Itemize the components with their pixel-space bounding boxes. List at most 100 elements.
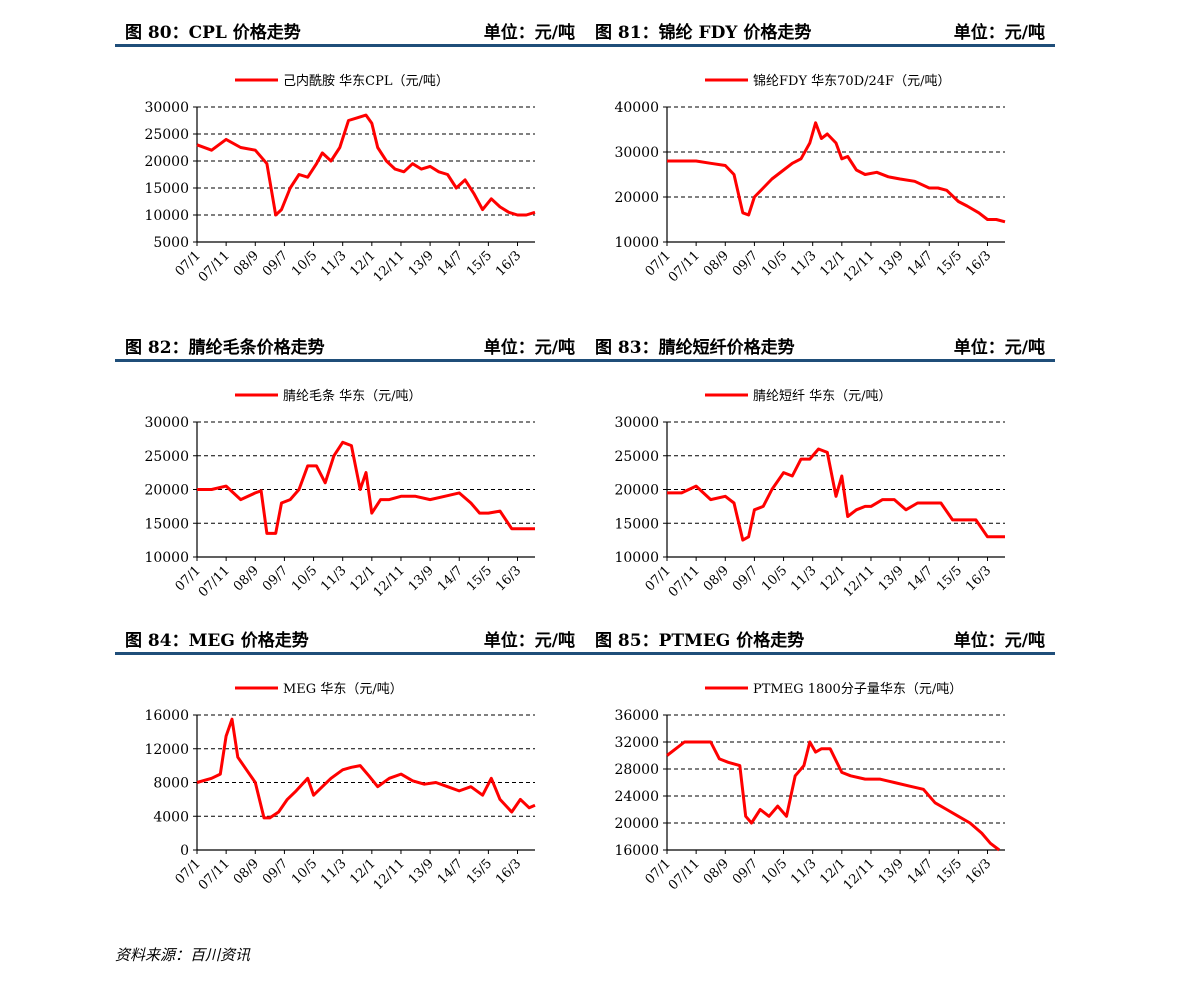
x-tick-label: 13/9 <box>876 563 907 594</box>
figure-caption: 图 85：PTMEG 价格走势 <box>595 631 805 651</box>
x-tick-label: 07/11 <box>666 248 703 285</box>
y-tick-label: 40000 <box>614 100 659 116</box>
figure-caption: 图 80：CPL 价格走势 <box>125 23 301 43</box>
chart-panel-ptmeg: 图 85：PTMEG 价格走势 单位：元/吨 PTMEG 1800分子量华东（元… <box>585 618 1055 918</box>
x-tick-label: 14/7 <box>905 563 936 594</box>
chart-panel-meg: 图 84：MEG 价格走势 单位：元/吨 MEG 华东（元/吨） 0 4000 800… <box>115 618 585 918</box>
y-tick-label: 20000 <box>144 483 189 499</box>
x-tick-label: 10/5 <box>289 248 320 279</box>
y-tick-label: 8000 <box>153 776 189 792</box>
y-tick-label: 0 <box>180 843 189 859</box>
y-tick-label: 16000 <box>144 708 189 724</box>
y-tick-label: 4000 <box>153 809 189 825</box>
x-tick-label: 07/11 <box>666 856 703 893</box>
unit-label: 单位：元/吨 <box>483 338 575 358</box>
x-tick-label: 11/3 <box>788 856 819 887</box>
line-chart: 己内酰胺 华东CPL（元/吨） 5000 10000 15000 20000 25000 3… <box>144 73 536 285</box>
x-tick-label: 16/3 <box>963 856 994 887</box>
x-tick-label: 09/7 <box>260 563 291 594</box>
y-tick-label: 25000 <box>144 449 189 465</box>
x-tick-label: 11/3 <box>788 248 819 279</box>
x-tick-label: 14/7 <box>905 248 936 279</box>
y-tick-label: 5000 <box>153 235 189 251</box>
x-tick-label: 15/5 <box>934 563 965 594</box>
x-tick-label: 16/3 <box>493 856 524 887</box>
x-tick-label: 16/3 <box>963 248 994 279</box>
x-tick-label: 08/9 <box>231 248 262 279</box>
x-tick-label: 13/9 <box>406 856 437 887</box>
y-tick-label: 25000 <box>144 127 189 143</box>
legend-label: 腈纶短纤 华东（元/吨） <box>753 389 892 404</box>
chart-panel-acrylic-top: 图 82：腈纶毛条价格走势 单位：元/吨 腈纶毛条 华东（元/吨） 10000 15… <box>115 325 585 625</box>
caption-divider <box>115 359 585 362</box>
x-tick-label: 09/7 <box>730 248 761 279</box>
x-tick-label: 14/7 <box>435 563 466 594</box>
x-tick-label: 09/7 <box>260 856 291 887</box>
y-tick-label: 20000 <box>614 190 659 206</box>
x-tick-label: 15/5 <box>464 563 495 594</box>
y-tick-label: 20000 <box>144 154 189 170</box>
x-tick-label: 08/9 <box>231 856 262 887</box>
x-tick-label: 15/5 <box>464 856 495 887</box>
figure-caption: 图 82：腈纶毛条价格走势 <box>125 338 325 358</box>
series-line <box>196 113 536 217</box>
x-tick-label: 10/5 <box>759 248 790 279</box>
x-tick-label: 08/9 <box>701 856 732 887</box>
x-tick-label: 11/3 <box>318 563 349 594</box>
y-tick-label: 24000 <box>614 789 659 805</box>
series-line <box>666 740 1001 852</box>
source-note: 资料来源：百川资讯 <box>115 946 251 964</box>
legend-label: 腈纶毛条 华东（元/吨） <box>283 388 422 404</box>
legend-label: 己内酰胺 华东CPL（元/吨） <box>283 73 449 89</box>
y-tick-label: 15000 <box>144 516 189 532</box>
line-chart: MEG 华东（元/吨）040008000120001600007/107/110… <box>144 682 536 893</box>
y-tick-label: 20000 <box>614 816 659 832</box>
figure-caption: 图 81：锦纶 FDY 价格走势 <box>595 23 812 43</box>
x-tick-label: 07/11 <box>196 563 233 600</box>
y-tick-label: 32000 <box>614 735 659 751</box>
x-tick-label: 16/3 <box>493 563 524 594</box>
x-tick-label: 13/9 <box>876 856 907 887</box>
line-chart: 腈纶短纤 华东（元/吨） 10000 15000 20000 25000 30000 07/… <box>614 389 1005 600</box>
x-tick-label: 16/3 <box>493 248 524 279</box>
legend-label: PTMEG 1800分子量华东（元/吨） <box>753 682 962 697</box>
caption-divider <box>115 44 585 47</box>
chart-panel-fdy: 图 81：锦纶 FDY 价格走势 单位：元/吨 锦纶FDY 华东70D/24F（… <box>585 10 1055 310</box>
x-tick-label: 10/5 <box>289 856 320 887</box>
y-tick-label: 25000 <box>614 449 659 465</box>
series-line <box>667 447 1005 542</box>
y-tick-label: 12000 <box>144 742 189 758</box>
y-tick-label: 10000 <box>144 550 189 566</box>
y-tick-label: 36000 <box>614 708 659 724</box>
y-tick-label: 30000 <box>614 145 659 161</box>
chart-panel-acrylic-staple: 图 83：腈纶短纤价格走势 单位：元/吨 腈纶短纤 华东（元/吨） 10000 15… <box>585 325 1055 625</box>
x-tick-label: 11/3 <box>788 563 819 594</box>
y-tick-label: 10000 <box>144 208 189 224</box>
x-tick-label: 12/11 <box>841 563 878 600</box>
line-chart: 锦纶FDY 华东70D/24F（元/吨） 10000 20000 30000 40000… <box>614 74 1006 285</box>
y-tick-label: 10000 <box>614 550 659 566</box>
x-tick-label: 07/11 <box>666 563 703 600</box>
x-tick-label: 11/3 <box>318 856 349 887</box>
chart-panel-cpl: 图 80：CPL 价格走势 单位：元/吨 己内酰胺 华东CPL（元/吨） 5000… <box>115 10 585 310</box>
x-tick-label: 14/7 <box>435 248 466 279</box>
unit-label: 单位：元/吨 <box>483 23 575 43</box>
caption-divider <box>585 44 1055 47</box>
y-tick-label: 30000 <box>144 100 189 116</box>
x-tick-label: 12/11 <box>841 248 878 285</box>
y-tick-label: 28000 <box>614 762 659 778</box>
legend-label: 锦纶FDY 华东70D/24F（元/吨） <box>753 74 950 89</box>
caption-divider <box>115 652 585 655</box>
y-tick-label: 15000 <box>614 516 659 532</box>
x-tick-label: 10/5 <box>289 563 320 594</box>
x-tick-label: 15/5 <box>934 248 965 279</box>
series-line <box>197 440 535 535</box>
y-tick-label: 16000 <box>614 843 659 859</box>
unit-label: 单位：元/吨 <box>953 23 1045 43</box>
x-tick-label: 09/7 <box>260 248 291 279</box>
series-line <box>667 121 1006 224</box>
x-tick-label: 07/11 <box>196 856 233 893</box>
x-tick-label: 13/9 <box>406 248 437 279</box>
x-tick-label: 16/3 <box>963 563 994 594</box>
unit-label: 单位：元/吨 <box>483 631 575 651</box>
